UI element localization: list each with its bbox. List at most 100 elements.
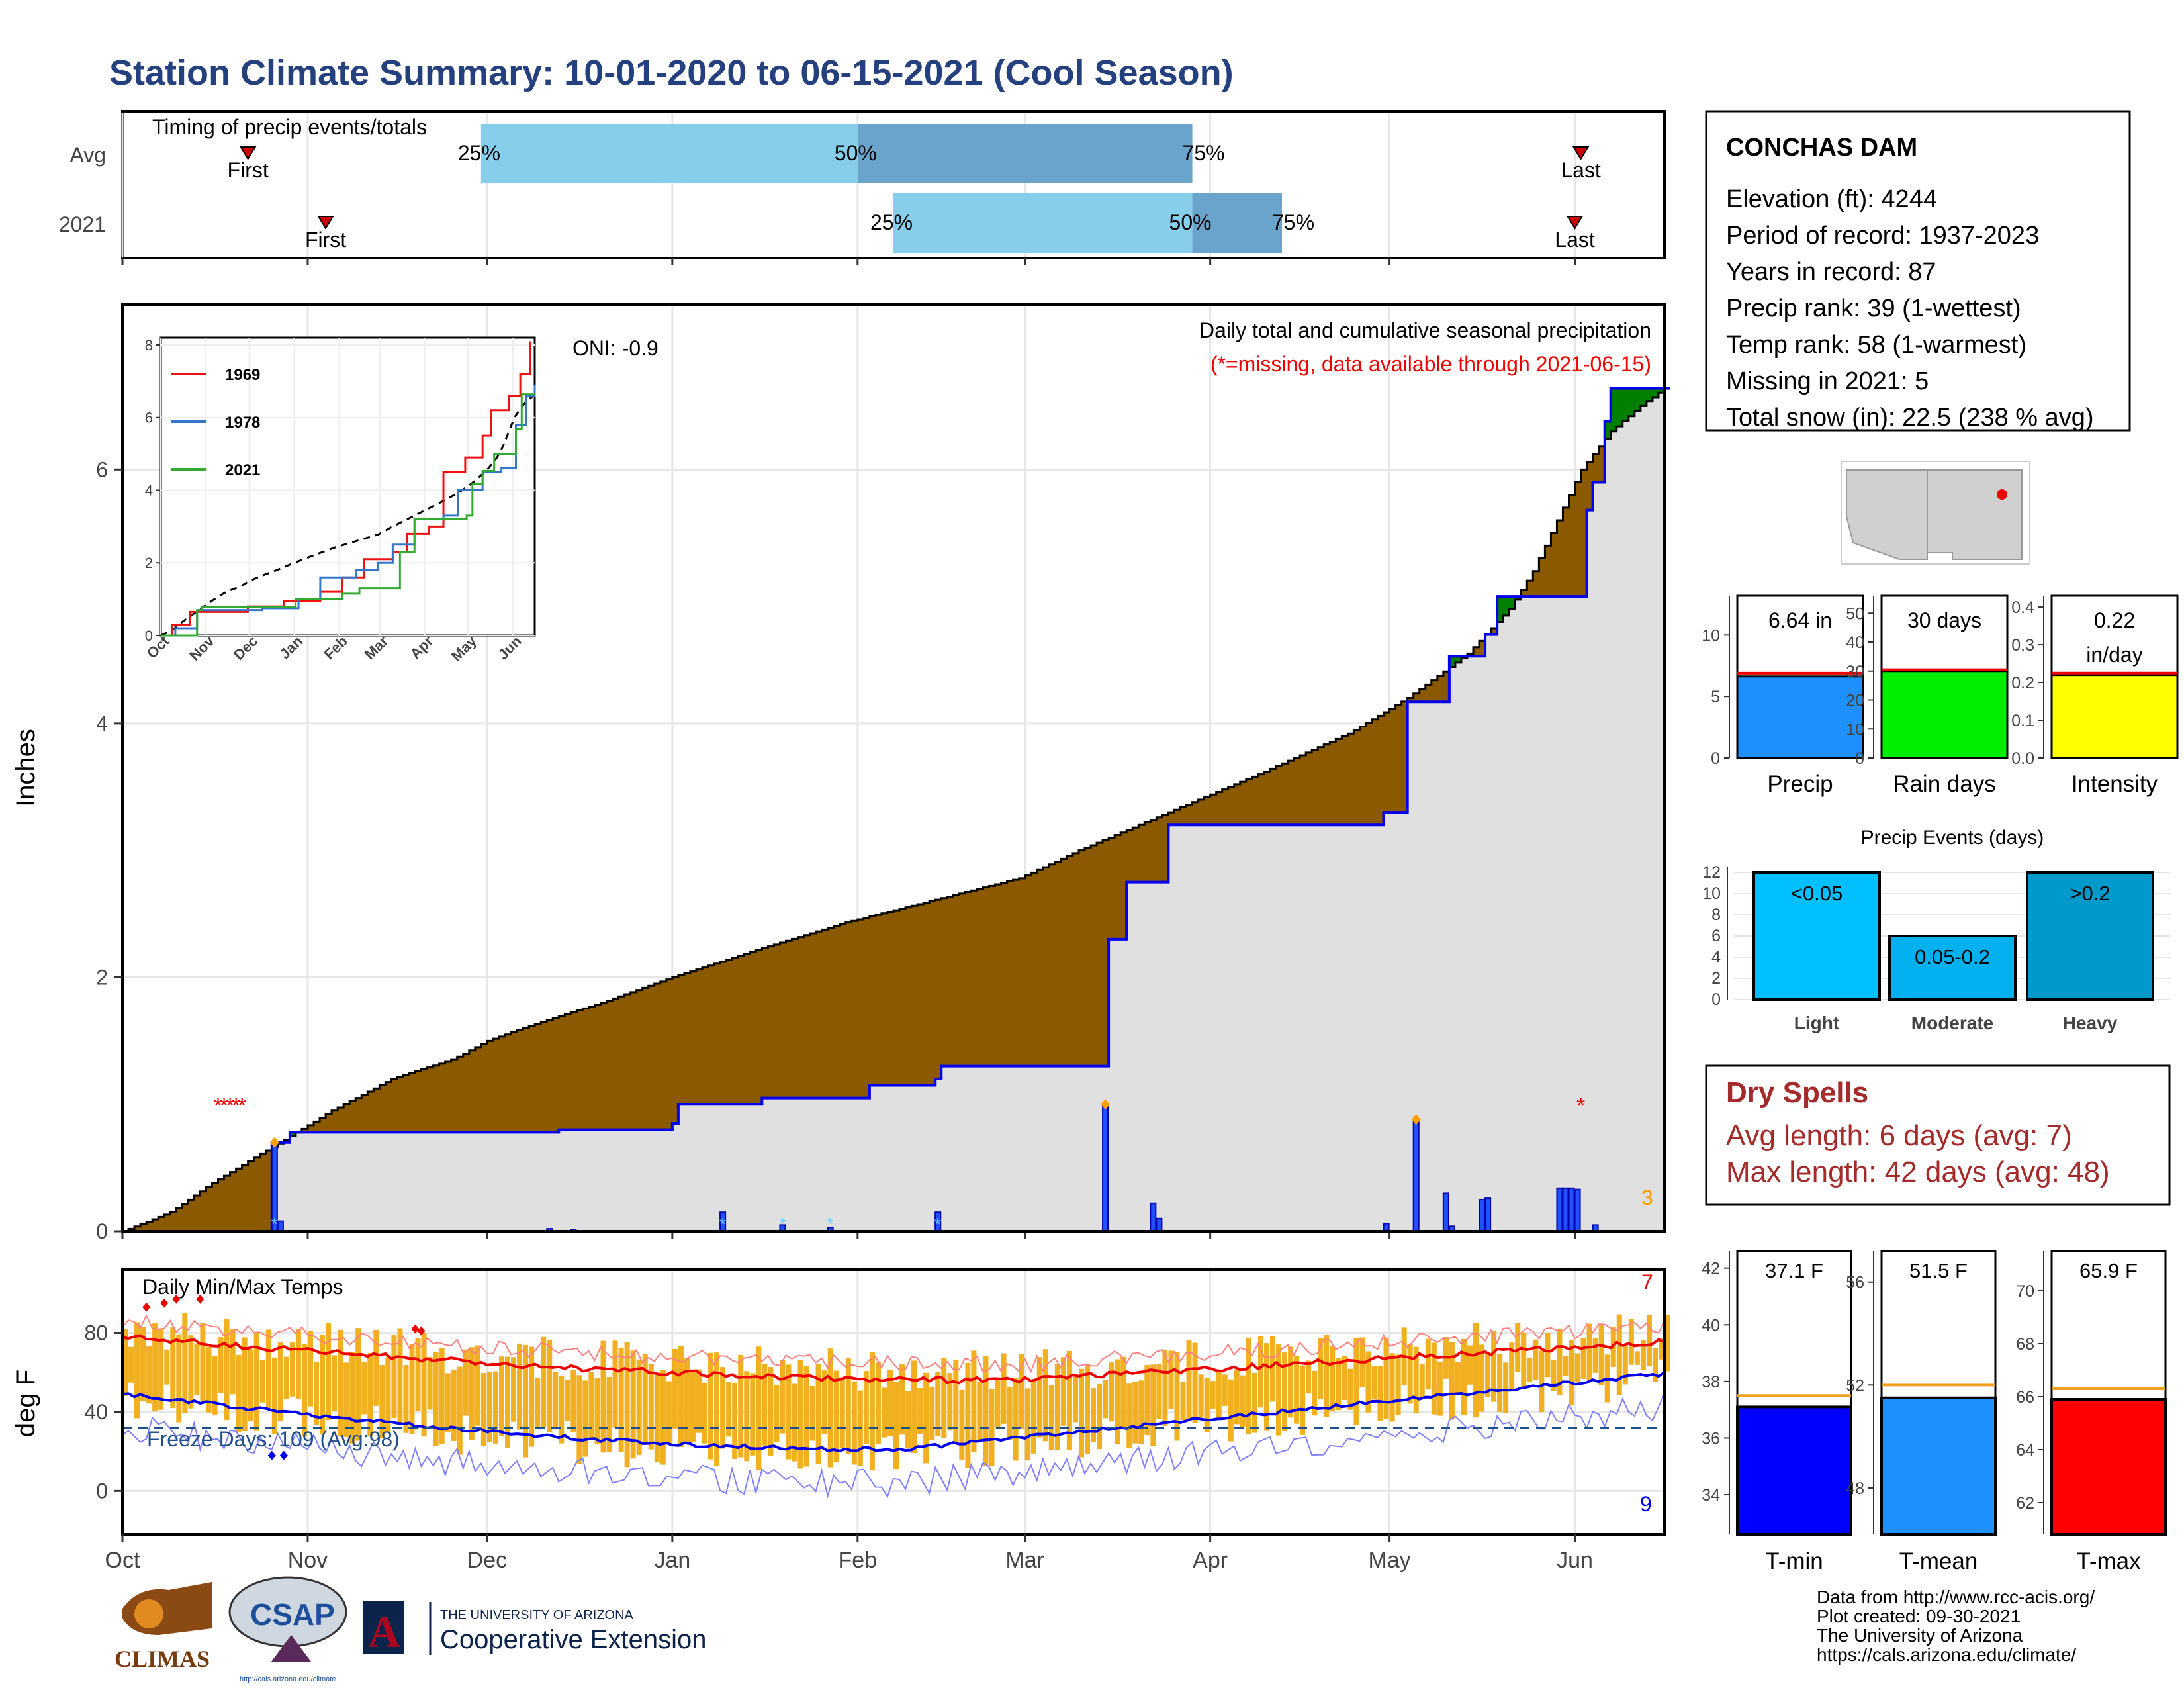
precip-deficit-fill <box>1097 843 1103 1066</box>
precip-base-fill <box>1467 656 1474 1231</box>
precip-deficit-fill <box>1294 758 1300 825</box>
precip-deficit-fill <box>397 1076 404 1133</box>
precip-surplus-fill <box>1497 596 1504 622</box>
precip-base-fill <box>1168 825 1175 1231</box>
daily-temp-range-bar <box>236 1354 242 1432</box>
month-label: Nov <box>288 1548 328 1573</box>
precip-base-fill <box>1539 596 1545 1231</box>
daily-temp-range-bar <box>756 1346 762 1470</box>
daily-temp-range-bar <box>1048 1385 1054 1450</box>
daily-temp-range-bar <box>1383 1337 1389 1419</box>
precip-deficit-fill <box>421 1069 428 1133</box>
daily-temp-range-bar <box>1078 1368 1084 1458</box>
precip-base-fill <box>821 1098 829 1231</box>
precip-base-fill <box>971 1066 978 1231</box>
daily-temp-range-bar <box>1407 1344 1413 1404</box>
daily-temp-range-bar <box>1419 1364 1425 1399</box>
daily-temp-range-bar <box>696 1369 702 1433</box>
daily-temp-range-bar <box>1461 1338 1467 1415</box>
precip-base-fill <box>343 1132 350 1231</box>
precip-base-fill <box>1515 599 1522 1231</box>
precip-deficit-fill <box>1574 482 1582 597</box>
daily-temp-range-bar <box>332 1355 338 1411</box>
precip-base-fill <box>559 1129 565 1231</box>
precip-note: Daily total and cumulative seasonal prec… <box>1199 318 1651 342</box>
precip-deficit-fill <box>463 1053 470 1133</box>
snow-day-mark: * <box>934 1214 941 1234</box>
precip-base-fill <box>1419 702 1426 1231</box>
precip-deficit-fill <box>678 975 685 1105</box>
precip-deficit-fill <box>666 979 673 1130</box>
daily-temp-range-bar <box>547 1340 553 1432</box>
daily-temp-range-bar <box>1467 1345 1473 1385</box>
precip-base-fill <box>1509 609 1516 1231</box>
precip-base-fill <box>541 1132 547 1231</box>
daily-temp-range-bar <box>379 1365 385 1439</box>
precip-deficit-fill <box>1383 712 1390 813</box>
dry-spells-frame <box>1705 1064 2171 1206</box>
climas-text: CLIMAS <box>114 1646 210 1672</box>
daily-temp-range-bar <box>301 1344 307 1437</box>
daily-temp-range-bar <box>1580 1338 1586 1379</box>
timing-p75-label: 75% <box>1183 141 1225 165</box>
precip-deficit-fill <box>1306 752 1312 825</box>
precip-base-fill <box>1054 1066 1062 1231</box>
precip-deficit-fill <box>684 973 691 1105</box>
precip-base-fill <box>1210 825 1217 1231</box>
daily-temp-range-bar <box>1569 1340 1574 1406</box>
precip-base-fill <box>1353 825 1361 1231</box>
precip-base-fill <box>1640 406 1647 1231</box>
precip-deficit-fill <box>140 1224 147 1231</box>
precip-deficit-fill <box>660 981 667 1130</box>
record-temp-marker <box>196 1294 205 1304</box>
precip-deficit-fill <box>1078 850 1085 1066</box>
mini-bar-tick-label: 0 <box>1855 749 1864 768</box>
daily-temp-range-bar <box>511 1357 517 1422</box>
precip-base-fill <box>451 1132 458 1231</box>
daily-temp-range-bar <box>1132 1382 1138 1444</box>
precip-deficit-fill <box>409 1073 416 1133</box>
daily-temp-range-bar <box>1275 1344 1282 1436</box>
daily-temp-range-bar <box>218 1337 224 1393</box>
precip-base-fill <box>833 1098 841 1231</box>
precip-deficit-fill <box>218 1179 225 1231</box>
daily-temp-range-bar <box>1503 1362 1509 1413</box>
precip-deficit-fill <box>594 1004 602 1130</box>
precip-deficit-fill <box>403 1075 410 1133</box>
precip-base-fill <box>1431 702 1438 1231</box>
last-event-marker <box>1566 216 1584 230</box>
precip-deficit-fill <box>415 1071 422 1133</box>
daily-temp-range-bar <box>863 1371 869 1444</box>
precip-deficit-fill <box>230 1172 237 1231</box>
credit-line-4: https://cals.arizona.edu/climate/ <box>1817 1644 2076 1665</box>
daily-temp-range-bar <box>283 1356 289 1399</box>
precip-base-fill <box>1485 634 1492 1231</box>
timing-row-2021-label: 2021 <box>59 212 106 236</box>
precip-deficit-fill <box>1186 804 1193 825</box>
precip-base-fill <box>457 1132 464 1231</box>
month-label: Feb <box>839 1548 878 1573</box>
inset-tick-label-y: 6 <box>145 410 153 426</box>
daily-precip-bar <box>1150 1202 1157 1233</box>
daily-temp-range-bar <box>827 1348 833 1468</box>
month-label: Dec <box>467 1548 507 1573</box>
daily-temp-range-bar <box>463 1349 469 1416</box>
record-low-line <box>122 1393 1665 1499</box>
precip-deficit-fill <box>582 1008 590 1130</box>
precip-base-fill <box>1084 1066 1091 1231</box>
precip-base-fill <box>397 1132 404 1231</box>
daily-temp-range-bar <box>1091 1388 1097 1442</box>
precip-deficit-fill <box>439 1063 446 1133</box>
daily-temp-range-bar <box>421 1333 427 1437</box>
daily-temp-range-bar <box>1263 1343 1269 1431</box>
daily-temp-range-bar <box>1186 1340 1192 1419</box>
new-mexico-shape <box>1927 469 2023 560</box>
daily-temp-range-bar <box>289 1342 295 1397</box>
daily-temp-range-bar <box>373 1329 379 1406</box>
last-event-label: Last <box>1555 228 1595 252</box>
daily-temp-range-bar <box>504 1356 511 1448</box>
precip-ylabel: Inches <box>11 729 40 807</box>
temp-bar-tick-label: 70 <box>2016 1282 2034 1301</box>
daily-temp-range-bar <box>343 1362 349 1437</box>
precip-deficit-fill <box>433 1065 440 1133</box>
